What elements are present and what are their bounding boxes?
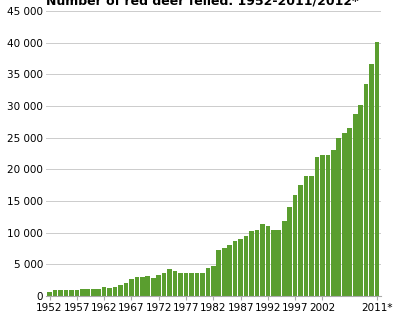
Bar — [348, 128, 352, 296]
Bar — [271, 229, 276, 296]
Bar — [184, 273, 188, 296]
Bar — [315, 157, 319, 296]
Bar — [80, 289, 85, 296]
Bar — [222, 248, 226, 296]
Bar — [129, 279, 134, 296]
Bar — [276, 230, 281, 296]
Bar — [53, 291, 57, 296]
Bar — [336, 138, 341, 296]
Bar — [69, 290, 74, 296]
Bar — [369, 64, 374, 296]
Bar — [260, 224, 265, 296]
Bar — [189, 273, 194, 296]
Bar — [298, 185, 303, 296]
Bar — [233, 241, 238, 296]
Bar — [238, 239, 243, 296]
Bar — [146, 276, 150, 296]
Bar — [162, 273, 166, 296]
Bar — [113, 287, 117, 296]
Bar — [326, 155, 330, 296]
Bar — [124, 284, 128, 296]
Bar — [293, 195, 298, 296]
Bar — [304, 176, 308, 296]
Bar — [227, 245, 232, 296]
Bar — [266, 226, 270, 296]
Bar — [216, 250, 221, 296]
Bar — [353, 114, 358, 296]
Bar — [58, 291, 63, 296]
Bar — [91, 289, 96, 296]
Bar — [249, 231, 254, 296]
Bar — [64, 290, 68, 296]
Bar — [331, 150, 336, 296]
Bar — [358, 105, 363, 296]
Text: Number of red deer felled. 1952-2011/2012*: Number of red deer felled. 1952-2011/201… — [46, 0, 358, 8]
Bar — [320, 156, 325, 296]
Bar — [134, 277, 139, 296]
Bar — [140, 277, 145, 296]
Bar — [364, 84, 368, 296]
Bar — [342, 133, 346, 296]
Bar — [86, 289, 90, 296]
Bar — [118, 285, 123, 296]
Bar — [47, 292, 52, 296]
Bar — [74, 290, 79, 296]
Bar — [151, 278, 156, 296]
Bar — [173, 271, 177, 296]
Bar — [255, 229, 259, 296]
Bar — [211, 266, 216, 296]
Bar — [96, 289, 101, 296]
Bar — [282, 221, 286, 296]
Bar — [107, 288, 112, 296]
Bar — [287, 207, 292, 296]
Bar — [244, 236, 248, 296]
Bar — [156, 275, 161, 296]
Bar — [375, 42, 379, 296]
Bar — [206, 268, 210, 296]
Bar — [194, 273, 199, 296]
Bar — [167, 269, 172, 296]
Bar — [309, 176, 314, 296]
Bar — [102, 287, 106, 296]
Bar — [178, 273, 183, 296]
Bar — [200, 273, 205, 296]
